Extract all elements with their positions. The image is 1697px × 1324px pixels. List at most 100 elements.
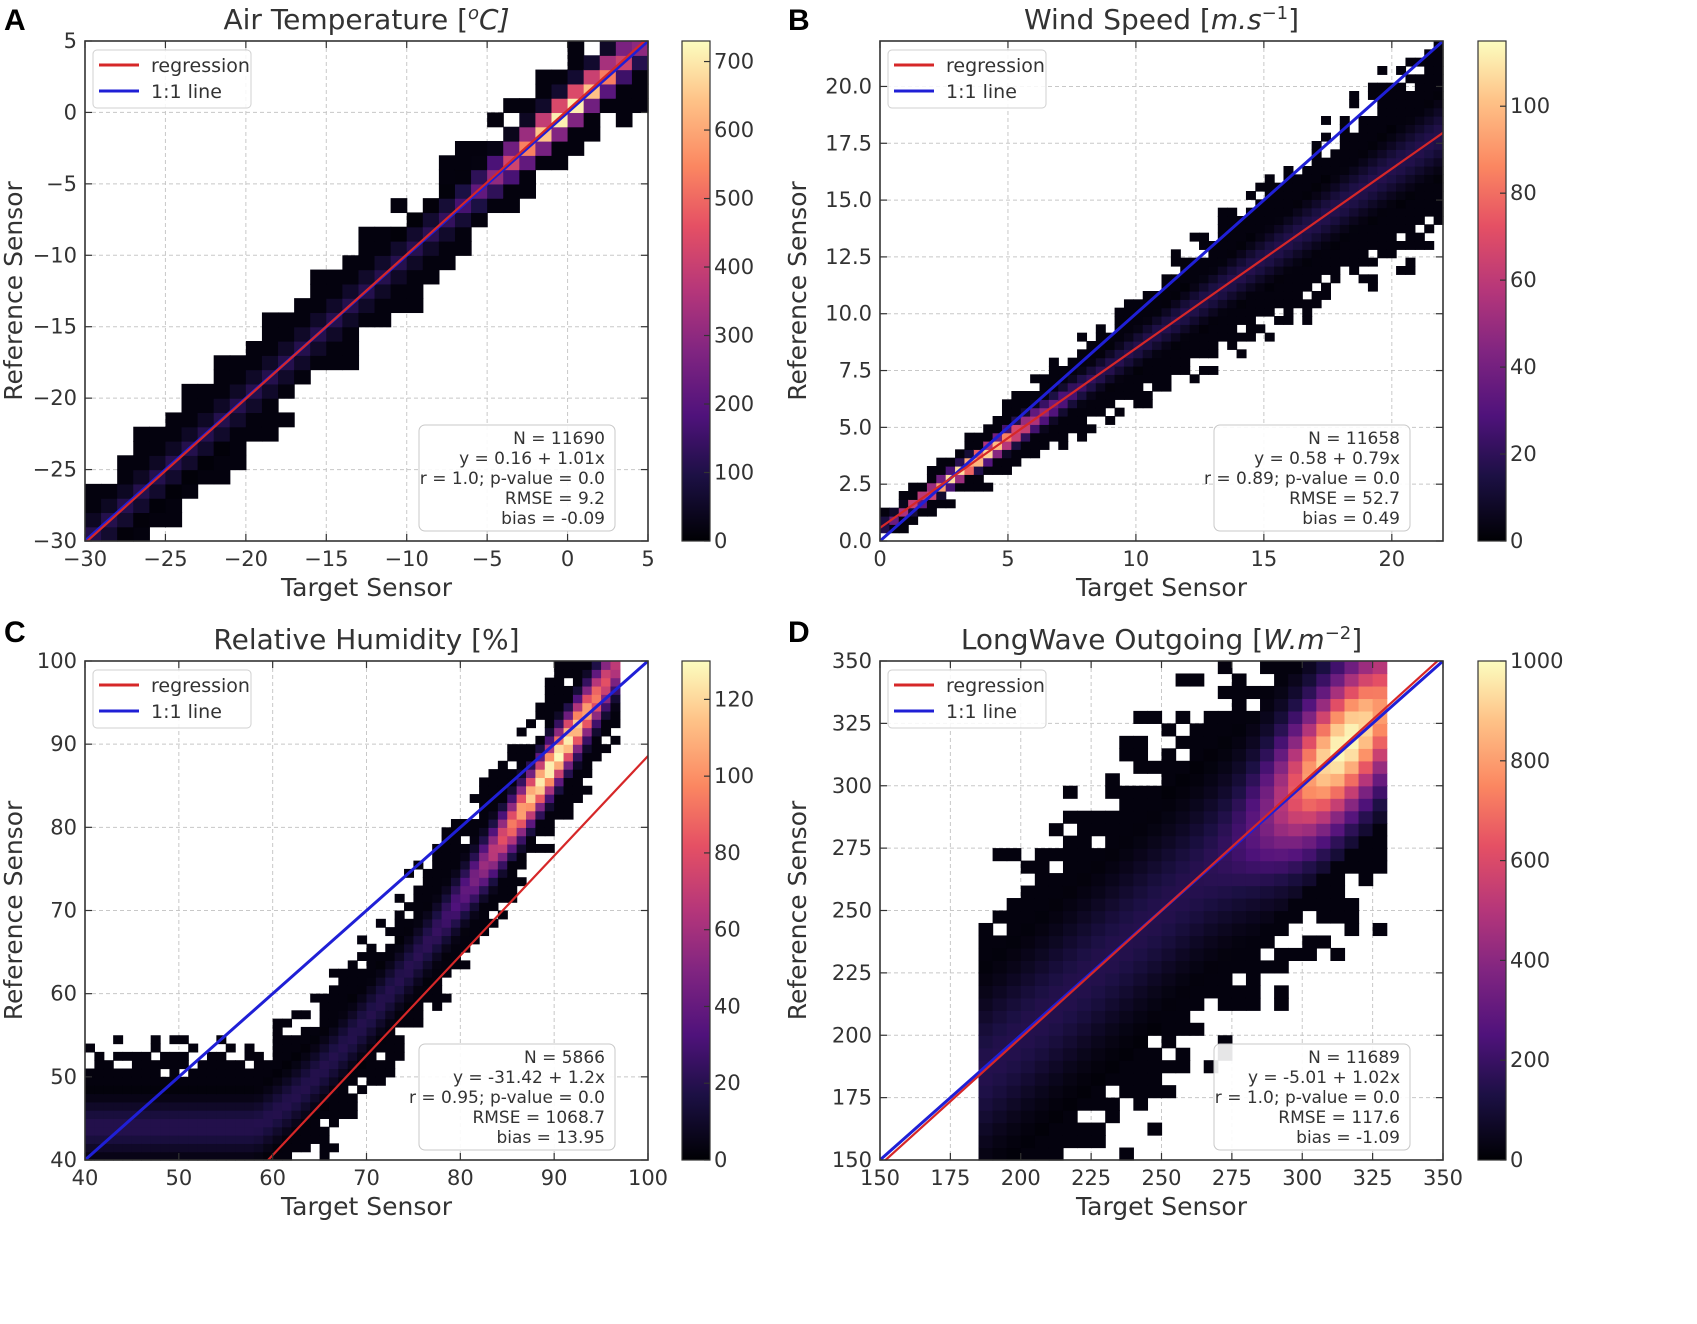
heatmap-cell xyxy=(1349,257,1360,267)
heatmap-cell xyxy=(1227,324,1238,334)
heatmap-cell xyxy=(519,126,536,142)
legend-label: regression xyxy=(151,675,250,697)
heatmap-cell xyxy=(1377,232,1388,242)
heatmap-cell xyxy=(936,474,947,484)
heatmap-cell xyxy=(1161,910,1177,924)
heatmap-cell xyxy=(926,507,937,517)
heatmap-cell xyxy=(216,1068,227,1078)
heatmap-cell xyxy=(1011,432,1022,442)
heatmap-cell xyxy=(1189,898,1205,912)
heatmap-cell xyxy=(422,960,433,970)
heatmap-cell xyxy=(1367,182,1378,192)
heatmap-cell xyxy=(1147,873,1163,887)
heatmap-cell xyxy=(1203,960,1219,974)
heatmap-cell xyxy=(94,1068,105,1078)
heatmap-cell xyxy=(572,702,583,712)
heatmap-cell xyxy=(1245,316,1256,325)
heatmap-cell xyxy=(272,1068,283,1078)
heatmap-cell xyxy=(563,735,574,745)
heatmap-cell xyxy=(1091,885,1106,899)
heatmap-cell xyxy=(507,752,518,762)
heatmap-cell xyxy=(601,710,612,720)
heatmap-cell xyxy=(122,1110,133,1120)
heatmap-cell xyxy=(1339,149,1350,159)
x-tick-label: 90 xyxy=(541,1166,568,1190)
heatmap-cell xyxy=(1180,291,1191,300)
heatmap-cell xyxy=(563,785,574,795)
heatmap-cell xyxy=(978,1010,994,1024)
heatmap-cell xyxy=(516,852,527,862)
heatmap-cell xyxy=(225,1060,236,1070)
heatmap-cell xyxy=(160,1118,171,1128)
x-tick-label: 70 xyxy=(353,1166,380,1190)
heatmap-cell xyxy=(216,1093,227,1103)
heatmap-cell xyxy=(631,83,649,99)
heatmap-cell xyxy=(338,1018,349,1028)
heatmap-cell xyxy=(1119,1072,1134,1086)
heatmap-cell xyxy=(1339,257,1350,267)
heatmap-cell xyxy=(1344,898,1360,912)
heatmap-cell xyxy=(338,1093,349,1103)
heatmap-cell xyxy=(1386,174,1397,184)
heatmap-cell xyxy=(326,283,343,299)
heatmap-cell xyxy=(1358,157,1369,167)
heatmap-cell xyxy=(358,298,376,314)
heatmap-cell xyxy=(1433,166,1444,175)
heatmap-cell xyxy=(181,398,199,414)
heatmap-cell xyxy=(263,1126,274,1136)
heatmap-cell xyxy=(926,499,937,509)
heatmap-cell xyxy=(385,1001,396,1011)
heatmap-cell xyxy=(615,41,633,56)
heatmap-cell xyxy=(342,283,360,299)
heatmap-cell xyxy=(225,1093,236,1103)
heatmap-cell xyxy=(181,426,199,442)
heatmap-cell xyxy=(1048,910,1064,924)
heatmap-cell xyxy=(188,1068,199,1078)
heatmap-cell xyxy=(488,785,499,795)
heatmap-cell xyxy=(479,843,490,853)
heatmap-cell xyxy=(1175,922,1191,937)
heatmap-cell xyxy=(497,835,508,845)
heatmap-cell xyxy=(454,212,472,228)
heatmap-cell xyxy=(133,441,150,456)
heatmap-cell xyxy=(1142,316,1153,325)
heatmap-cell xyxy=(1424,166,1435,175)
heatmap-cell xyxy=(1321,282,1331,292)
heatmap-cell xyxy=(1062,848,1078,862)
heatmap-cell xyxy=(319,1026,330,1036)
heatmap-cell xyxy=(1372,848,1388,862)
heatmap-cell xyxy=(1372,785,1388,799)
heatmap-cell xyxy=(272,1110,283,1120)
heatmap-cell xyxy=(601,685,612,695)
heatmap-cell xyxy=(1030,416,1041,425)
heatmap-cell xyxy=(1396,66,1407,75)
heatmap-cell xyxy=(1358,760,1374,774)
heatmap-cell xyxy=(583,69,601,85)
heatmap-cell xyxy=(413,902,424,912)
heatmap-cell xyxy=(1245,735,1261,749)
heatmap-cell xyxy=(1208,282,1219,292)
heatmap-cell xyxy=(1020,424,1031,434)
heatmap-cell xyxy=(1020,416,1031,425)
heatmap-cell xyxy=(1095,332,1106,342)
heatmap-cell xyxy=(197,383,215,399)
y-tick-label: 350 xyxy=(832,649,872,673)
stats-line: bias = 0.49 xyxy=(1302,509,1400,529)
heatmap-cell xyxy=(497,827,508,837)
heatmap-cell xyxy=(1227,316,1238,325)
heatmap-cell xyxy=(1274,947,1289,961)
heatmap-cell xyxy=(1133,910,1149,924)
heatmap-cell xyxy=(516,860,527,870)
heatmap-cell xyxy=(300,1118,311,1128)
heatmap-cell xyxy=(1048,1072,1064,1086)
heatmap-cell xyxy=(1133,935,1149,949)
heatmap-cell xyxy=(272,1018,283,1028)
heatmap-cell xyxy=(1358,249,1369,259)
heatmap-cell xyxy=(406,212,424,228)
heatmap-cell xyxy=(253,1143,264,1153)
heatmap-cell xyxy=(563,777,574,787)
heatmap-cell xyxy=(169,1085,180,1095)
heatmap-cell xyxy=(1091,1010,1106,1024)
heatmap-cell xyxy=(1161,723,1177,737)
heatmap-cell xyxy=(206,1126,217,1136)
